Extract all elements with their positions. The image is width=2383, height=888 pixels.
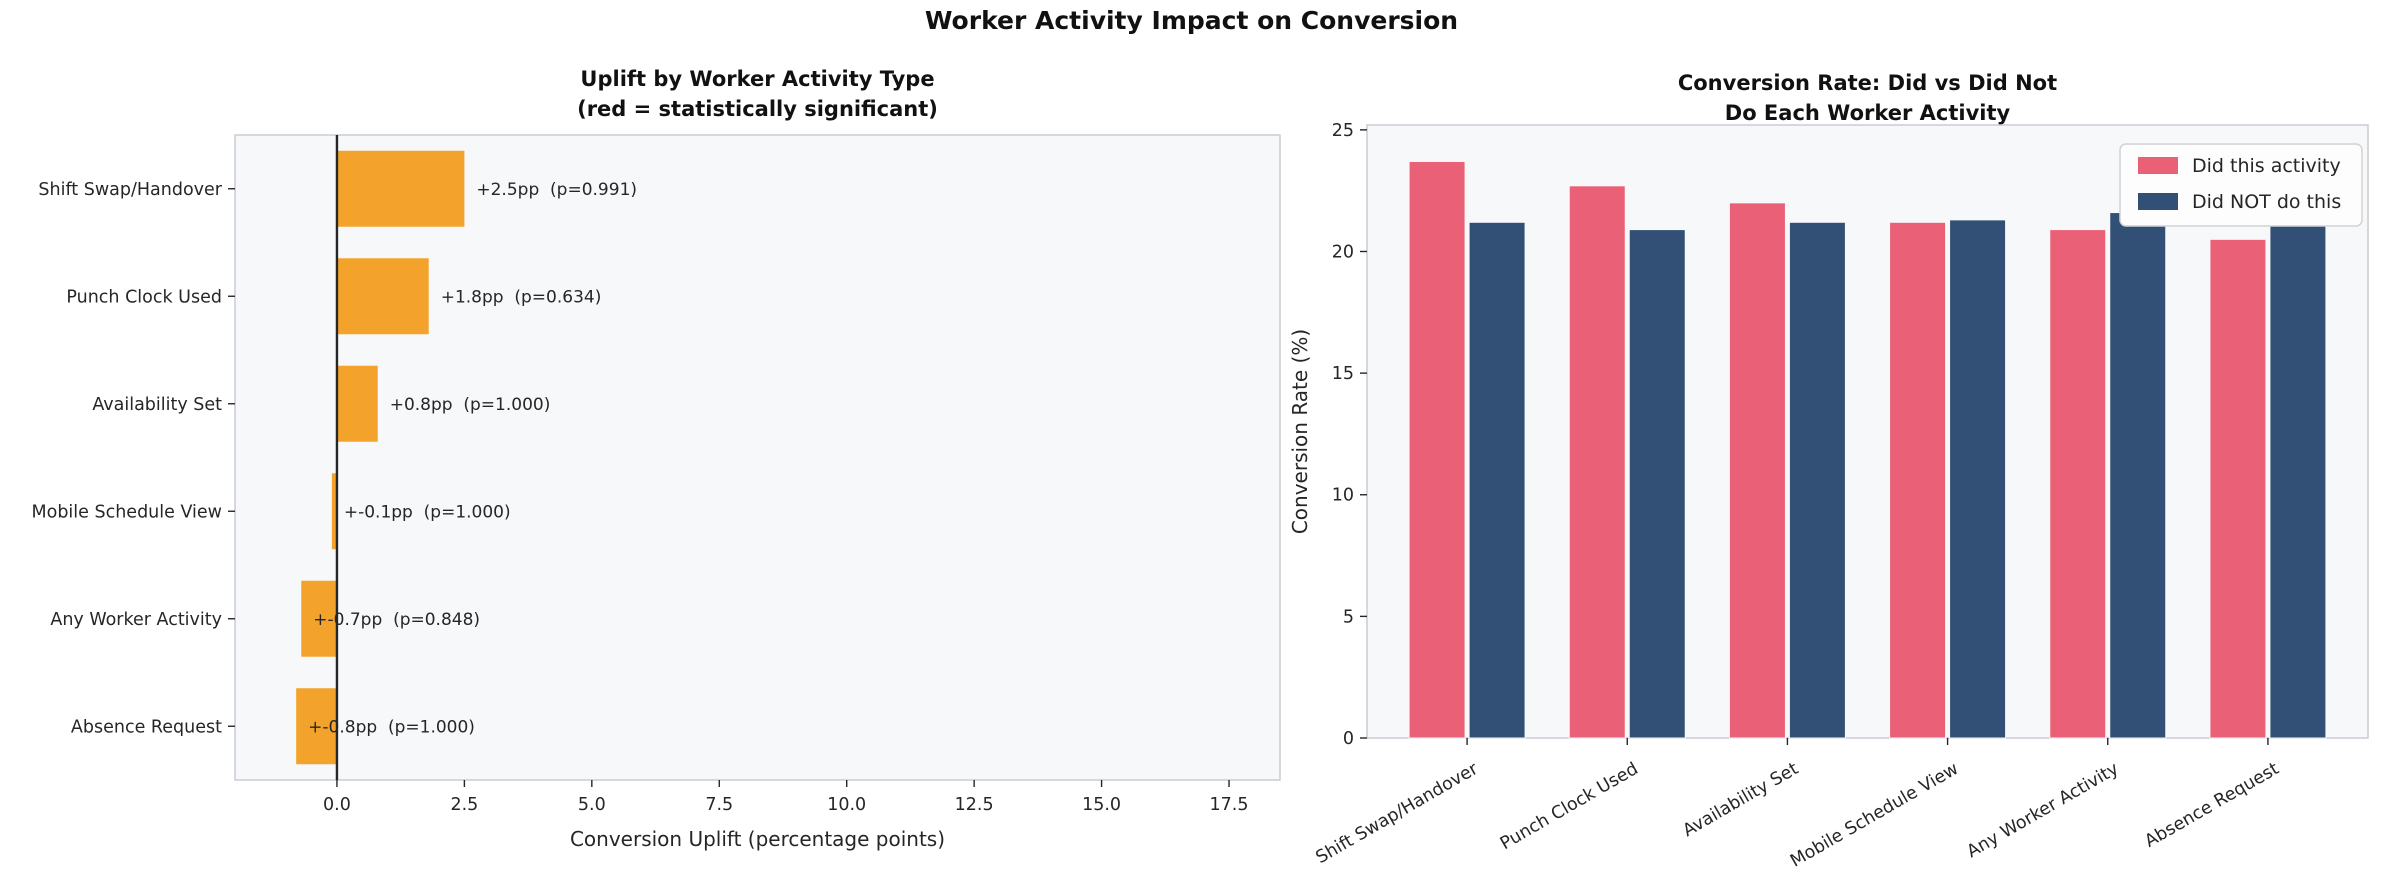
uplift-plot-area: [234, 134, 1281, 781]
conversion-chart-title-line1: Conversion Rate: Did vs Did Not: [1677, 71, 2058, 95]
uplift-xtick-label: 10.0: [827, 795, 866, 815]
conversion-ytick-label: 5: [1343, 607, 1354, 627]
uplift-bar-4: [331, 473, 337, 550]
conversion-bar-did-4: [1889, 221, 1947, 739]
conversion-yaxis-label: Conversion Rate (%): [1288, 329, 1312, 534]
conversion-bar-did-6: [2209, 238, 2267, 739]
conversion-bar-did-2: [1568, 185, 1626, 739]
uplift-xtick-label: 17.5: [1210, 795, 1249, 815]
uplift-bar-5: [301, 580, 337, 657]
uplift-bar-value-label: +-0.7pp (p=0.848): [313, 610, 480, 630]
conversion-bar-didnot-2: [1628, 229, 1686, 739]
uplift-category-label: Absence Request: [71, 717, 222, 737]
conversion-bar-did-3: [1728, 202, 1786, 739]
uplift-bar-6: [296, 688, 337, 765]
conversion-bar-did-1: [1408, 160, 1466, 739]
figure-title: Worker Activity Impact on Conversion: [924, 6, 1459, 35]
conversion-category-label: Punch Clock Used: [1497, 759, 1642, 854]
conversion-category-label: Mobile Schedule View: [1787, 759, 1962, 872]
uplift-xaxis-label: Conversion Uplift (percentage points): [570, 827, 945, 851]
legend-swatch-1: [2138, 157, 2178, 174]
uplift-xtick-label: 2.5: [450, 795, 478, 815]
uplift-category-label: Mobile Schedule View: [32, 502, 222, 522]
uplift-category-label: Shift Swap/Handover: [38, 180, 222, 200]
legend-label-1: Did this activity: [2192, 155, 2341, 177]
legend-box: [2119, 143, 2363, 227]
conversion-ytick-label: 10: [1332, 486, 1354, 506]
uplift-xtick-label: 7.5: [705, 795, 733, 815]
uplift-bar-3: [336, 365, 378, 442]
conversion-category-label: Absence Request: [2142, 759, 2283, 852]
uplift-category-label: Punch Clock Used: [66, 287, 222, 307]
uplift-xtick-label: 5.0: [578, 795, 606, 815]
uplift-chart-title: Uplift by Worker Activity Type (red = st…: [235, 64, 1280, 124]
legend-swatch-2: [2138, 193, 2178, 210]
conversion-bar-didnot-1: [1468, 221, 1526, 739]
uplift-xtick-label: 12.5: [955, 795, 994, 815]
conversion-bar-didnot-3: [1788, 221, 1846, 739]
conversion-ytick-label: 25: [1332, 121, 1354, 141]
conversion-bar-did-5: [2049, 229, 2107, 739]
legend-label-2: Did NOT do this: [2192, 191, 2341, 213]
uplift-bar-value-label: +2.5pp (p=0.991): [476, 180, 637, 200]
conversion-bar-didnot-5: [2109, 212, 2167, 739]
uplift-category-label: Availability Set: [92, 395, 222, 415]
conversion-bar-didnot-6: [2269, 219, 2327, 739]
uplift-bar-value-label: +1.8pp (p=0.634): [441, 287, 602, 307]
conversion-category-label: Any Worker Activity: [1964, 759, 2123, 862]
uplift-xtick-label: 0.0: [323, 795, 351, 815]
uplift-bar-2: [336, 258, 429, 335]
conversion-chart-title: Conversion Rate: Did vs Did Not Do Each …: [1367, 68, 2368, 128]
uplift-bar-1: [336, 150, 465, 227]
conversion-category-label: Shift Swap/Handover: [1313, 759, 1483, 869]
uplift-bar-value-label: +0.8pp (p=1.000): [390, 395, 551, 415]
conversion-ytick-label: 20: [1332, 242, 1354, 262]
conversion-plot-area: [1366, 124, 2369, 739]
conversion-ytick-label: 0: [1343, 729, 1354, 749]
conversion-category-label: Availability Set: [1680, 759, 1802, 841]
uplift-xtick-label: 15.0: [1082, 795, 1121, 815]
uplift-bar-value-label: +-0.8pp (p=1.000): [308, 717, 475, 737]
uplift-chart-title-line1: Uplift by Worker Activity Type: [580, 67, 935, 91]
conversion-chart-title-line2: Do Each Worker Activity: [1724, 101, 2011, 125]
uplift-category-label: Any Worker Activity: [50, 610, 222, 630]
conversion-bar-didnot-4: [1949, 219, 2007, 739]
uplift-chart-title-line2: (red = statistically significant): [577, 97, 938, 121]
conversion-ytick-label: 15: [1332, 364, 1354, 384]
uplift-bar-value-label: +-0.1pp (p=1.000): [344, 502, 511, 522]
